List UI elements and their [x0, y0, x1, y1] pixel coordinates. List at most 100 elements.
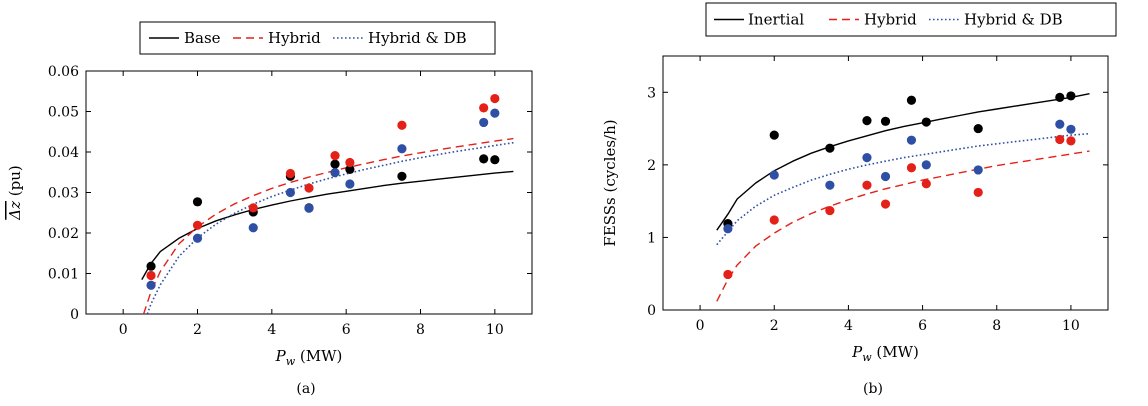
data-point-0 [1066, 91, 1076, 101]
y-tick-label: 1 [647, 230, 656, 246]
plot-frame [662, 55, 1109, 311]
data-point-1 [285, 168, 296, 179]
data-point-0 [397, 171, 407, 181]
data-point-1 [304, 183, 314, 193]
fit-curve-1 [716, 150, 1090, 302]
data-point-0 [906, 95, 917, 105]
legend: Base Hybrid Hybrid & DB [139, 21, 496, 55]
x-tick-label: 8 [416, 322, 425, 338]
data-point-1 [330, 151, 340, 161]
data-point-2 [248, 223, 258, 233]
data-point-0 [769, 130, 779, 140]
panel-caption: (a) [296, 381, 315, 397]
chart-panel-a: 0 2 4 6 8 10 0 0.01 0.02 0.03 0.04 0.05 0.06 Pw (MW) Δ… [6, 21, 533, 397]
fit-curve-1 [142, 137, 514, 314]
x-axis-label: Pw (MW) [851, 343, 919, 364]
chart-panel-b: 0 2 4 6 8 10 0 1 2 3 Pw (MW) FESSs (cycles/h) Inerti… [601, 2, 1117, 397]
x-tick-label: 2 [193, 322, 202, 338]
data-point-1 [479, 103, 489, 113]
y-tick-label: 0 [647, 303, 656, 319]
y-tick-label: 0 [70, 307, 79, 323]
data-point-1 [921, 179, 931, 189]
data-point-0 [880, 116, 891, 126]
data-point-0 [921, 117, 931, 127]
data-point-1 [769, 215, 779, 225]
data-point-0 [1055, 92, 1065, 102]
data-point-1 [1066, 136, 1076, 146]
y-axis-label: Δz (pu) [6, 165, 24, 221]
data-point-2 [921, 160, 931, 170]
y-tick-label: 2 [647, 158, 656, 174]
data-point-1 [973, 187, 983, 198]
y-tick-label: 0.02 [48, 226, 79, 242]
x-axis-label: Pw (MW) [275, 347, 343, 368]
data-point-2 [906, 135, 917, 145]
y-tick-label: 3 [647, 85, 656, 101]
legend: Inertial Hybrid Hybrid & DB [705, 2, 1117, 37]
data-point-2 [146, 280, 156, 290]
data-point-0 [330, 159, 340, 169]
data-point-0 [146, 261, 156, 271]
data-point-1 [397, 120, 407, 130]
legend-label-0: Inertial [748, 11, 804, 29]
data-point-2 [192, 233, 203, 243]
fit-curve-0 [716, 93, 1090, 231]
x-tick-label: 0 [696, 318, 705, 334]
legend-box [705, 2, 1117, 37]
data-point-0 [490, 155, 500, 165]
y-tick-label: 0.01 [48, 267, 79, 283]
data-point-2 [285, 187, 296, 198]
data-point-2 [490, 108, 500, 118]
data-point-2 [397, 144, 407, 154]
legend-label-1: Hybrid [268, 29, 321, 47]
data-point-0 [192, 197, 203, 207]
fit-curve-2 [716, 132, 1090, 246]
data-point-1 [490, 93, 500, 104]
data-point-2 [880, 171, 891, 182]
data-point-2 [769, 170, 779, 180]
legend-label-0: Base [184, 29, 221, 47]
data-point-2 [479, 117, 489, 128]
data-point-2 [825, 180, 835, 190]
data-point-2 [345, 179, 355, 189]
legend-label-1: Hybrid [864, 11, 917, 29]
legend-label-2: Hybrid & DB [964, 11, 1063, 29]
data-point-0 [825, 143, 835, 153]
legend-label-2: Hybrid & DB [368, 29, 467, 47]
data-point-0 [345, 164, 355, 175]
legend-box [139, 21, 496, 55]
x-tick-label: 6 [342, 322, 351, 338]
data-point-2 [1066, 124, 1076, 134]
data-point-1 [146, 270, 156, 281]
y-tick-label: 0.04 [48, 145, 79, 161]
data-point-1 [880, 199, 891, 209]
x-tick-label: 10 [486, 322, 504, 338]
panel-caption: (b) [863, 381, 883, 397]
data-point-0 [479, 154, 489, 164]
y-tick-label: 0.06 [48, 64, 79, 80]
plot-content [141, 93, 514, 314]
x-tick-label: 10 [1062, 318, 1080, 334]
x-tick-label: 2 [770, 318, 779, 334]
x-tick-label: 6 [918, 318, 927, 334]
data-point-2 [1055, 119, 1065, 129]
y-tick-label: 0.05 [48, 105, 79, 121]
data-point-2 [723, 224, 733, 234]
data-point-1 [345, 157, 355, 168]
data-point-2 [330, 168, 340, 178]
data-point-2 [304, 203, 314, 213]
x-tick-label: 4 [844, 318, 853, 334]
data-point-1 [825, 205, 835, 216]
x-tick-label: 0 [119, 322, 128, 338]
plot-content [716, 91, 1090, 302]
data-point-2 [862, 153, 872, 163]
data-point-0 [973, 123, 983, 134]
data-point-2 [973, 165, 983, 175]
data-point-1 [192, 220, 203, 230]
data-point-0 [862, 115, 872, 126]
fit-curve-0 [141, 170, 514, 280]
x-tick-label: 4 [267, 322, 276, 338]
data-point-1 [1055, 134, 1065, 145]
data-point-1 [723, 269, 733, 280]
